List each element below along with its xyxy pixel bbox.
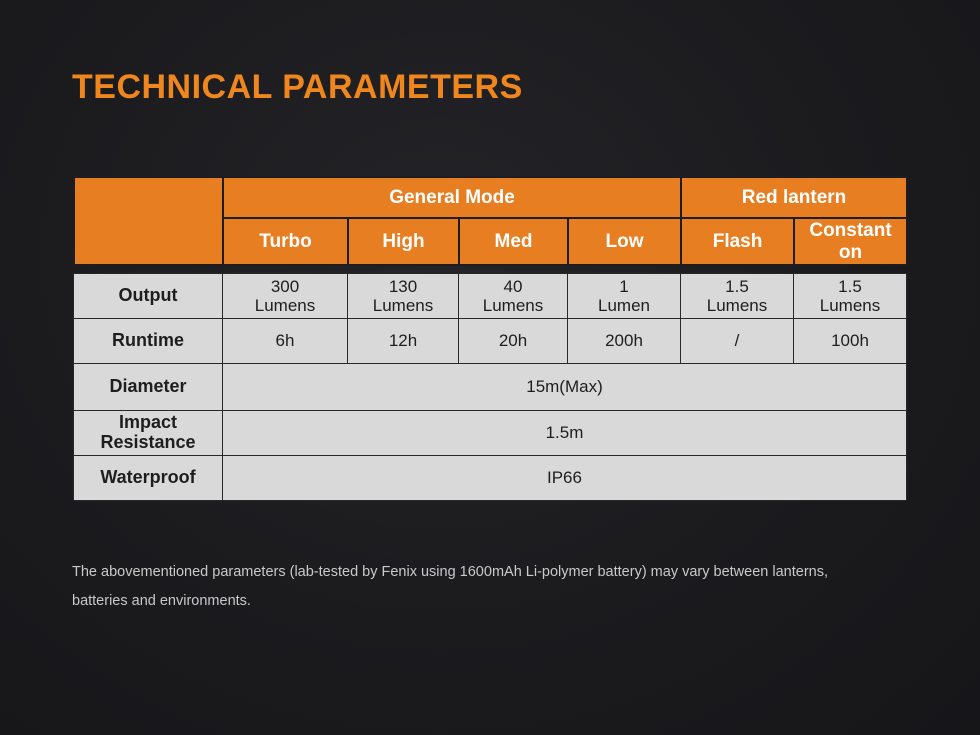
cell-runtime-constant-on: 100h — [793, 318, 907, 364]
mode-header-high: High — [347, 217, 460, 266]
spec-table: General Mode Red lantern Turbo High Med … — [73, 176, 909, 501]
row-header-output: Output — [73, 273, 223, 319]
row-header-diameter: Diameter — [73, 363, 223, 411]
mode-header-flash: Flash — [680, 217, 796, 266]
table-row-waterproof: Waterproof IP66 — [73, 455, 907, 501]
footnote: The abovementioned parameters (lab-teste… — [72, 564, 828, 609]
cell-output-med: 40 Lumens — [458, 273, 568, 319]
cell-impact-resistance-value: 1.5m — [222, 410, 907, 456]
group-header-red-lantern: Red lantern — [680, 176, 909, 219]
mode-header-constant-on: Constant on — [793, 217, 909, 266]
table-row-runtime: Runtime 6h 12h 20h 200h / 100h — [73, 318, 907, 364]
row-header-waterproof: Waterproof — [73, 455, 223, 501]
page-title: TECHNICAL PARAMETERS — [72, 68, 523, 106]
cell-output-turbo: 300 Lumens — [222, 273, 348, 319]
table-row-diameter: Diameter 15m(Max) — [73, 363, 907, 411]
cell-output-low: 1 Lumen — [567, 273, 681, 319]
spec-table-body: Output 300 Lumens 130 Lumens 40 Lumens 1… — [73, 273, 907, 501]
cell-runtime-high: 12h — [347, 318, 459, 364]
row-header-impact-resistance: Impact Resistance — [73, 410, 223, 456]
cell-diameter-value: 15m(Max) — [222, 363, 907, 411]
cell-runtime-low: 200h — [567, 318, 681, 364]
row-header-runtime: Runtime — [73, 318, 223, 364]
cell-runtime-turbo: 6h — [222, 318, 348, 364]
spec-table-header: General Mode Red lantern Turbo High Med … — [73, 176, 909, 266]
mode-header-turbo: Turbo — [222, 217, 349, 266]
cell-runtime-flash: / — [680, 318, 794, 364]
cell-runtime-med: 20h — [458, 318, 568, 364]
group-header-general-mode: General Mode — [221, 176, 683, 219]
mode-header-low: Low — [566, 217, 683, 266]
table-row-output: Output 300 Lumens 130 Lumens 40 Lumens 1… — [73, 273, 907, 319]
cell-output-flash: 1.5 Lumens — [680, 273, 794, 319]
mode-header-med: Med — [458, 217, 569, 266]
cell-waterproof-value: IP66 — [222, 455, 907, 501]
table-row-impact-resistance: Impact Resistance 1.5m — [73, 410, 907, 456]
cell-output-constant-on: 1.5 Lumens — [793, 273, 907, 319]
cell-output-high: 130 Lumens — [347, 273, 459, 319]
corner-cell — [73, 176, 224, 266]
